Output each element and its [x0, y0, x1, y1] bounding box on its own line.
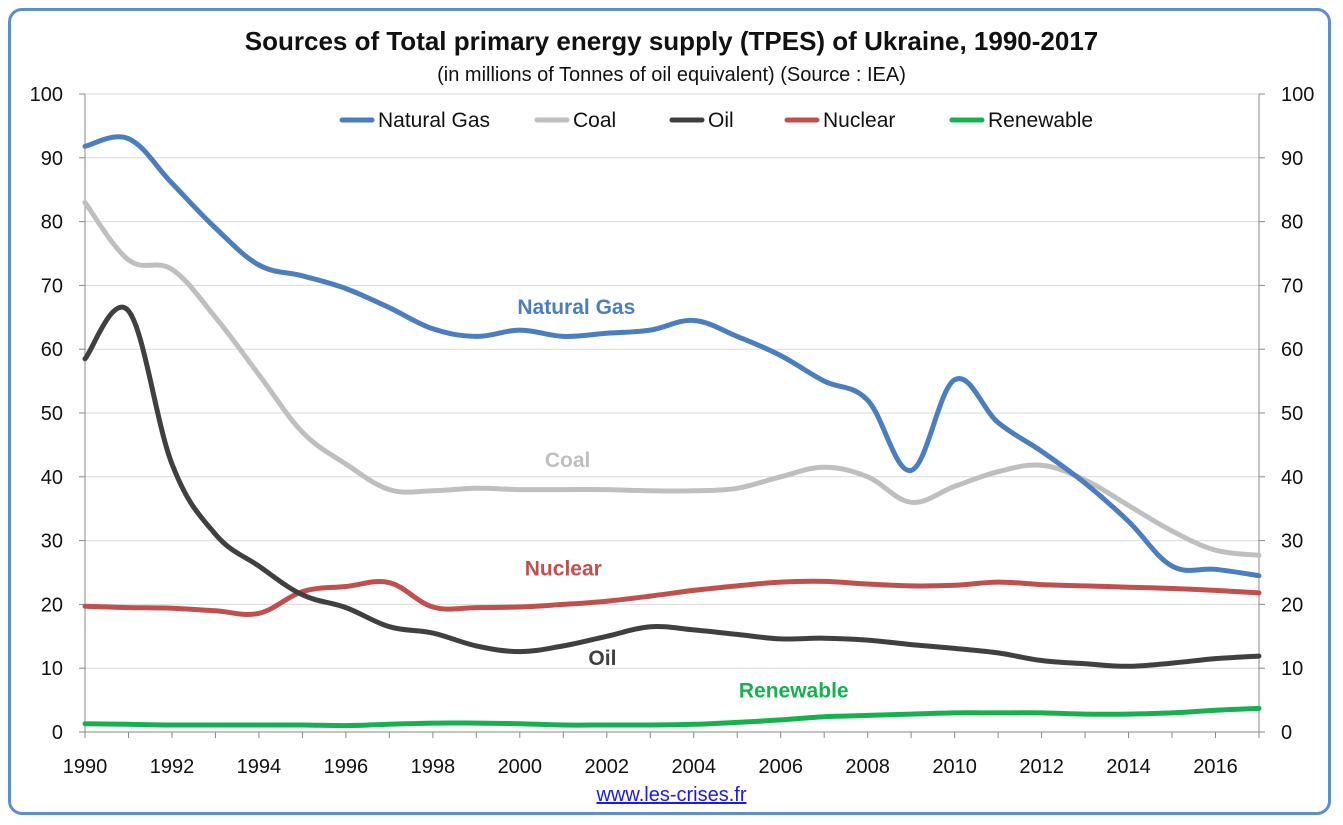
- legend-label-renewable: Renewable: [988, 109, 1093, 132]
- y-tick-label-right: 90: [1281, 148, 1303, 170]
- legend-label-oil: Oil: [708, 109, 734, 132]
- y-tick-label-right: 40: [1281, 467, 1303, 489]
- y-tick-label-left: 40: [41, 467, 63, 489]
- series-label-renewable: Renewable: [739, 680, 849, 703]
- y-tick-label-left: 60: [41, 339, 63, 361]
- axes: 0 0 10 10 20 20 30 30 40 40 50 50 60 60 70 70 80 80 90 90 10…: [30, 84, 1315, 778]
- y-tick-label-right: 10: [1281, 658, 1303, 680]
- legend-label-natural-gas: Natural Gas: [378, 109, 490, 132]
- chart-frame: [8, 8, 1331, 815]
- x-tick-label: 1992: [150, 756, 195, 778]
- legend-label-coal: Coal: [573, 109, 616, 132]
- series-label-coal: Coal: [545, 449, 591, 472]
- y-tick-label-right: 50: [1281, 403, 1303, 425]
- y-tick-label-left: 70: [41, 275, 63, 297]
- y-tick-label-right: 80: [1281, 212, 1303, 234]
- series-label-oil: Oil: [588, 647, 616, 670]
- x-tick-label: 2014: [1106, 756, 1151, 778]
- chart-subtitle: (in millions of Tonnes of oil equivalent…: [437, 64, 906, 86]
- y-tick-label-left: 10: [41, 658, 63, 680]
- x-tick-label: 1994: [237, 756, 282, 778]
- x-tick-label: 2006: [758, 756, 803, 778]
- x-tick-label: 2000: [498, 756, 543, 778]
- series-line-oil: [82, 304, 1262, 669]
- x-tick-label: 2008: [845, 756, 890, 778]
- series-line-renewable: [82, 705, 1262, 729]
- series-line-nuclear: [82, 578, 1262, 618]
- series-labels: Natural Gas Coal Oil Nuclear Renewable: [517, 296, 848, 702]
- series-line-natural-gas: [82, 134, 1262, 579]
- series-label-nuclear: Nuclear: [525, 558, 602, 581]
- y-tick-label-left: 30: [41, 531, 63, 553]
- y-tick-label-right: 30: [1281, 531, 1303, 553]
- y-tick-label-left: 50: [41, 403, 63, 425]
- x-tick-label: 2002: [585, 756, 630, 778]
- x-tick-label: 1996: [324, 756, 369, 778]
- x-tick-label: 1998: [411, 756, 456, 778]
- x-tick-label: 2010: [932, 756, 977, 778]
- y-tick-label-right: 0: [1281, 722, 1292, 744]
- legend-label-nuclear: Nuclear: [823, 109, 895, 132]
- series-lines: [82, 134, 1262, 729]
- chart-title: Sources of Total primary energy supply (…: [244, 26, 1099, 56]
- y-tick-label-right: 60: [1281, 339, 1303, 361]
- source-link[interactable]: www.les-crises.fr: [596, 784, 747, 806]
- y-tick-label-left: 100: [30, 84, 63, 106]
- legend: Natural Gas Coal Oil Nuclear Renewable: [339, 109, 1093, 132]
- y-tick-label-left: 80: [41, 212, 63, 234]
- series-label-natural-gas: Natural Gas: [517, 296, 635, 319]
- y-tick-label-right: 70: [1281, 275, 1303, 297]
- x-tick-label: 2012: [1019, 756, 1064, 778]
- y-tick-label-right: 100: [1281, 84, 1314, 106]
- y-tick-label-left: 90: [41, 148, 63, 170]
- series-line-coal: [82, 200, 1262, 558]
- x-tick-label: 1990: [63, 756, 108, 778]
- x-tick-label: 2016: [1193, 756, 1238, 778]
- y-tick-label-left: 0: [52, 722, 63, 744]
- y-tick-label-left: 20: [41, 594, 63, 616]
- x-tick-label: 2004: [671, 756, 716, 778]
- y-tick-label-right: 20: [1281, 594, 1303, 616]
